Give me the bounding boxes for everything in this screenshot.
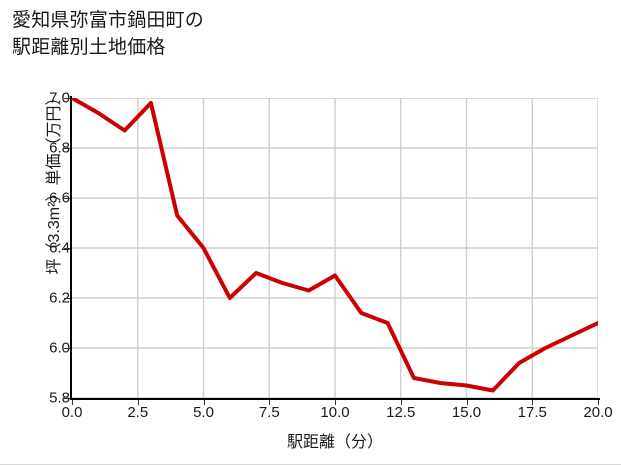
y-tick-mark <box>64 348 70 349</box>
x-tick-label: 12.5 <box>386 404 416 421</box>
x-tick-label: 2.5 <box>127 404 149 421</box>
x-tick-label: 5.0 <box>193 404 214 421</box>
y-tick-mark <box>64 298 70 299</box>
x-tick-label: 15.0 <box>451 404 482 421</box>
x-tick-mark <box>335 400 336 405</box>
y-tick-label: 6.0 <box>49 339 70 357</box>
x-tick-mark <box>400 400 402 405</box>
y-tick-label: 6.2 <box>49 289 70 307</box>
x-tick-mark <box>72 400 73 405</box>
x-tick-label: 10.0 <box>320 404 350 421</box>
y-axis-spine <box>70 96 72 400</box>
x-tick-mark <box>598 400 599 405</box>
gridlines <box>72 98 598 398</box>
x-tick-mark <box>466 400 468 405</box>
y-tick-label: 6.8 <box>49 139 70 157</box>
price-line-series <box>72 98 598 393</box>
y-axis-label: 坪（3.3m²）単価（万円） <box>46 89 63 275</box>
x-tick-mark <box>137 400 139 405</box>
y-tick-mark <box>64 398 70 399</box>
y-tick-mark <box>64 198 70 199</box>
y-tick-mark <box>64 148 70 149</box>
plot-area <box>72 98 598 398</box>
x-tick-label: 0.0 <box>61 404 83 421</box>
y-tick-label: 5.8 <box>49 389 70 407</box>
x-axis-label: 駅距離（分） <box>286 434 383 451</box>
x-axis-spine <box>70 398 600 400</box>
y-tick-label: 6.6 <box>49 189 70 207</box>
x-tick-label: 7.5 <box>258 404 280 421</box>
x-tick-mark <box>532 400 534 405</box>
y-tick-mark <box>64 98 70 99</box>
x-tick-label: 17.5 <box>517 404 547 421</box>
x-tick-mark <box>203 400 205 405</box>
y-tick-mark <box>64 248 70 249</box>
chart-title: 愛知県弥富市鍋田町の 駅距離別土地価格 <box>12 10 205 58</box>
y-tick-label: 6.4 <box>49 239 70 257</box>
y-tick-label: 7.0 <box>49 89 70 107</box>
x-tick-label: 20.0 <box>583 404 613 421</box>
chart-plot-svg <box>72 98 598 398</box>
x-tick-mark <box>269 400 271 405</box>
